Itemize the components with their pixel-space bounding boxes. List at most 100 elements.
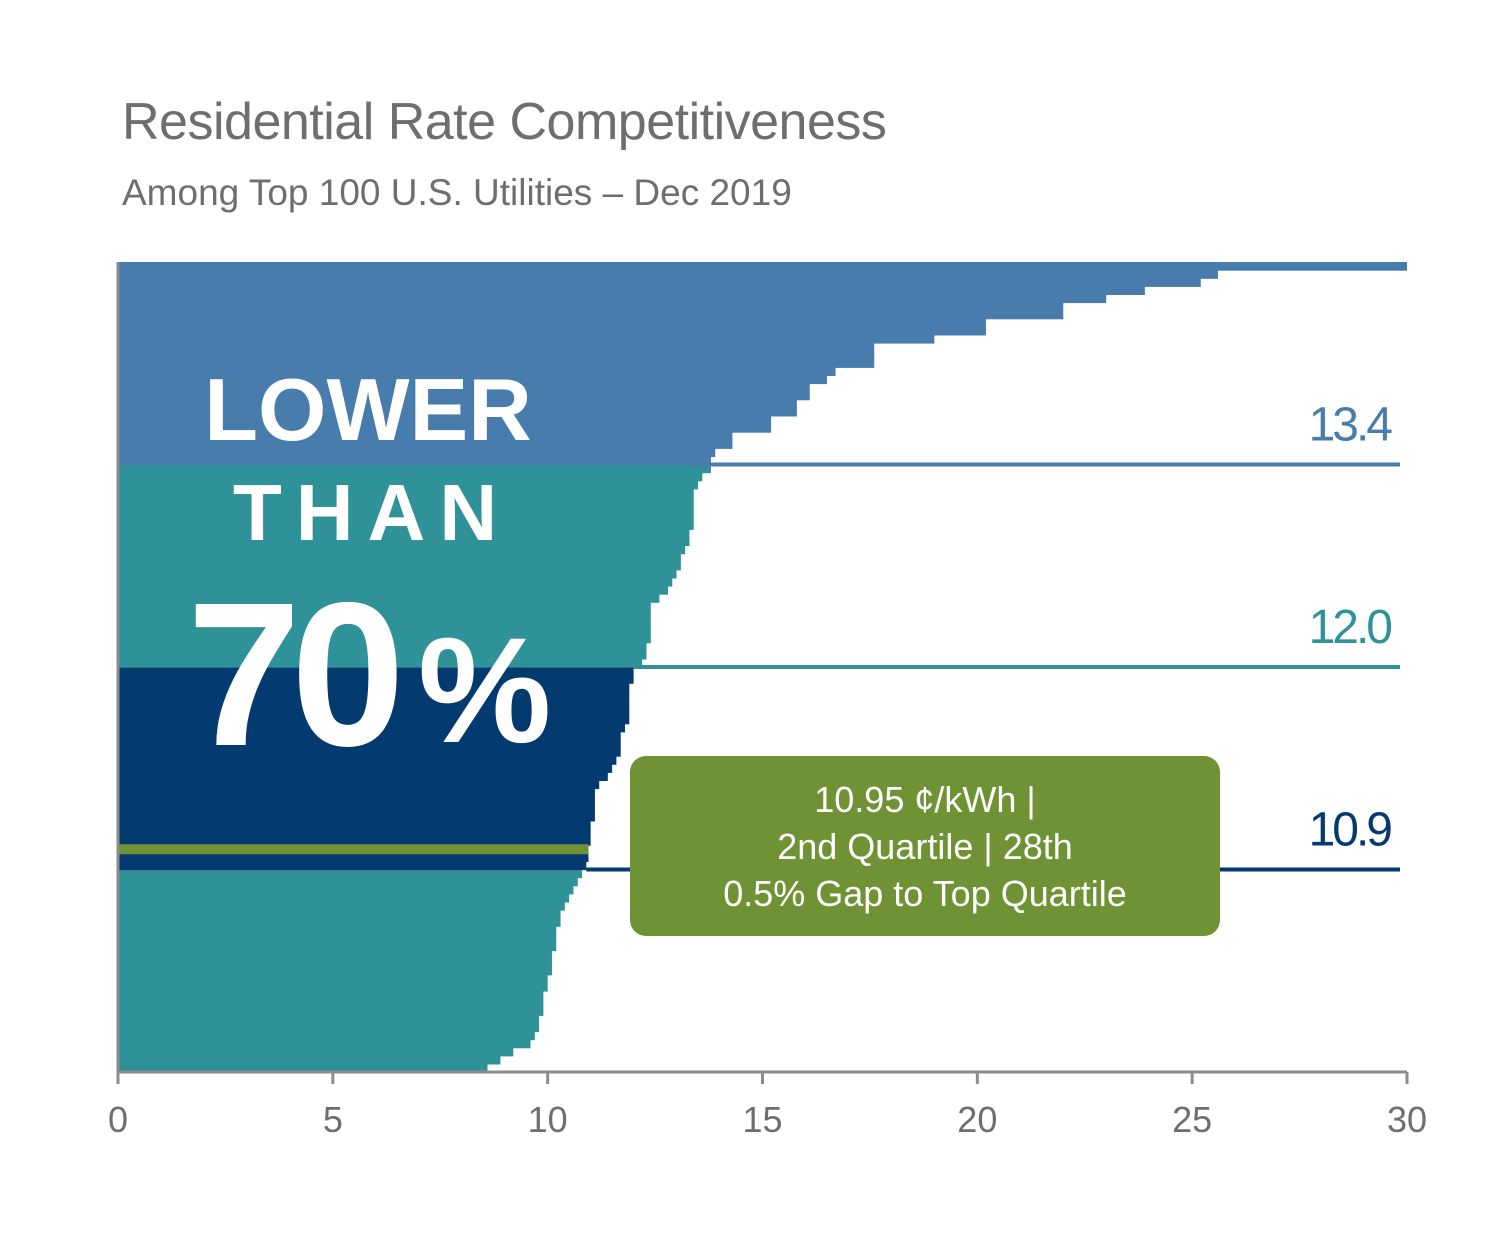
bar-utility-1 — [118, 1063, 488, 1073]
x-axis: 0 5 10 15 20 25 30 — [108, 262, 1427, 1140]
bar-utility-48 — [118, 683, 630, 692]
bar-utility-71 — [118, 496, 694, 506]
bar-utility-35 — [118, 788, 595, 798]
bar-utility-76 — [118, 456, 711, 466]
bar-utility-14 — [118, 958, 552, 968]
highlight-bar — [118, 844, 589, 855]
bar-utility-59 — [118, 594, 660, 603]
bar-utility-41 — [118, 739, 621, 749]
bar-utility-69 — [118, 513, 694, 522]
bar-utility-86 — [118, 375, 827, 385]
bar-utility-87 — [118, 367, 836, 376]
bar-utility-61 — [118, 577, 673, 587]
bar-utility-53 — [118, 642, 647, 652]
bar-utility-39 — [118, 756, 617, 765]
bar-utility-70 — [118, 505, 694, 514]
bar-utility-74 — [118, 472, 703, 482]
bar-utility-17 — [118, 934, 557, 943]
bar-utility-95 — [118, 302, 1064, 312]
bar-utility-42 — [118, 731, 621, 741]
bar-utility-72 — [118, 488, 694, 498]
bars-group — [118, 262, 1407, 1073]
bar-utility-44 — [118, 715, 630, 725]
bar-utility-3 — [118, 1047, 514, 1057]
bar-utility-36 — [118, 780, 600, 790]
bar-utility-80 — [118, 424, 772, 433]
bar-utility-97 — [118, 286, 1145, 295]
bar-utility-12 — [118, 974, 548, 984]
x-tick-label-30: 30 — [1387, 1099, 1427, 1140]
bar-utility-20 — [118, 910, 561, 919]
bar-utility-10 — [118, 991, 544, 1000]
bar-utility-75 — [118, 464, 711, 474]
bar-utility-49 — [118, 675, 634, 684]
bar-utility-60 — [118, 586, 668, 595]
bar-utility-47 — [118, 691, 630, 700]
callout-line-1: 10.95 ¢/kWh | — [814, 778, 1036, 820]
x-tick-label-15: 15 — [742, 1099, 782, 1140]
bar-utility-94 — [118, 310, 1064, 320]
bar-utility-64 — [118, 553, 681, 563]
bar-utility-11 — [118, 982, 548, 992]
bar-utility-99 — [118, 270, 1218, 279]
bar-utility-9 — [118, 999, 544, 1008]
bar-utility-33 — [118, 804, 595, 814]
chart-subtitle: Among Top 100 U.S. Utilities – Dec 2019 — [122, 172, 792, 213]
bar-utility-22 — [118, 893, 570, 903]
bar-utility-77 — [118, 448, 716, 457]
bar-utility-65 — [118, 545, 686, 555]
x-tick-label-0: 0 — [108, 1099, 128, 1140]
bar-utility-4 — [118, 1039, 531, 1049]
bar-utility-8 — [118, 1007, 544, 1016]
bar-utility-15 — [118, 950, 552, 960]
bar-utility-57 — [118, 610, 651, 619]
bar-utility-45 — [118, 707, 630, 717]
bar-utility-30 — [118, 829, 591, 838]
bar-utility-32 — [118, 812, 595, 822]
bar-utility-55 — [118, 626, 651, 636]
quartile-label-13.4: 13.4 — [1309, 399, 1393, 452]
bar-utility-100 — [118, 262, 1407, 271]
bar-utility-50 — [118, 667, 634, 676]
bar-utility-31 — [118, 820, 591, 830]
bar-utility-29 — [118, 837, 591, 846]
bar-utility-79 — [118, 432, 733, 441]
bar-utility-16 — [118, 942, 557, 952]
bar-utility-56 — [118, 618, 651, 628]
bar-utility-62 — [118, 569, 677, 579]
bar-utility-83 — [118, 399, 797, 409]
bar-utility-37 — [118, 772, 608, 781]
bar-utility-81 — [118, 415, 772, 425]
bar-utility-7 — [118, 1015, 540, 1024]
bar-utility-25 — [118, 869, 583, 879]
callout-box: 10.95 ¢/kWh | 2nd Quartile | 28th 0.5% G… — [630, 756, 1220, 936]
bar-utility-88 — [118, 359, 875, 368]
chart-title: Residential Rate Competitiveness — [122, 93, 887, 151]
bar-utility-90 — [118, 343, 875, 352]
overlay-percent-sign: % — [418, 606, 551, 774]
bar-utility-24 — [118, 877, 578, 887]
bar-utility-58 — [118, 602, 651, 611]
bar-utility-98 — [118, 278, 1201, 287]
quartile-label-10.9: 10.9 — [1309, 804, 1392, 857]
bar-utility-68 — [118, 521, 694, 530]
overlay-lower: LOWER — [204, 360, 532, 459]
bar-utility-38 — [118, 764, 613, 773]
bar-utility-96 — [118, 294, 1107, 304]
bar-utility-73 — [118, 480, 699, 490]
bar-utility-21 — [118, 901, 565, 911]
bar-utility-52 — [118, 650, 647, 660]
callout-line-3: 0.5% Gap to Top Quartile — [723, 872, 1127, 914]
bar-utility-43 — [118, 723, 626, 733]
bar-utility-5 — [118, 1031, 535, 1041]
bar-utility-84 — [118, 391, 810, 401]
bar-utility-2 — [118, 1055, 501, 1065]
overlay-percent-value: 70 — [187, 560, 397, 789]
callout-line-2: 2nd Quartile | 28th — [777, 825, 1073, 867]
bar-utility-54 — [118, 634, 651, 644]
bar-utility-23 — [118, 885, 574, 895]
bar-utility-34 — [118, 796, 595, 806]
bar-utility-93 — [118, 318, 986, 328]
bar-utility-19 — [118, 918, 561, 927]
